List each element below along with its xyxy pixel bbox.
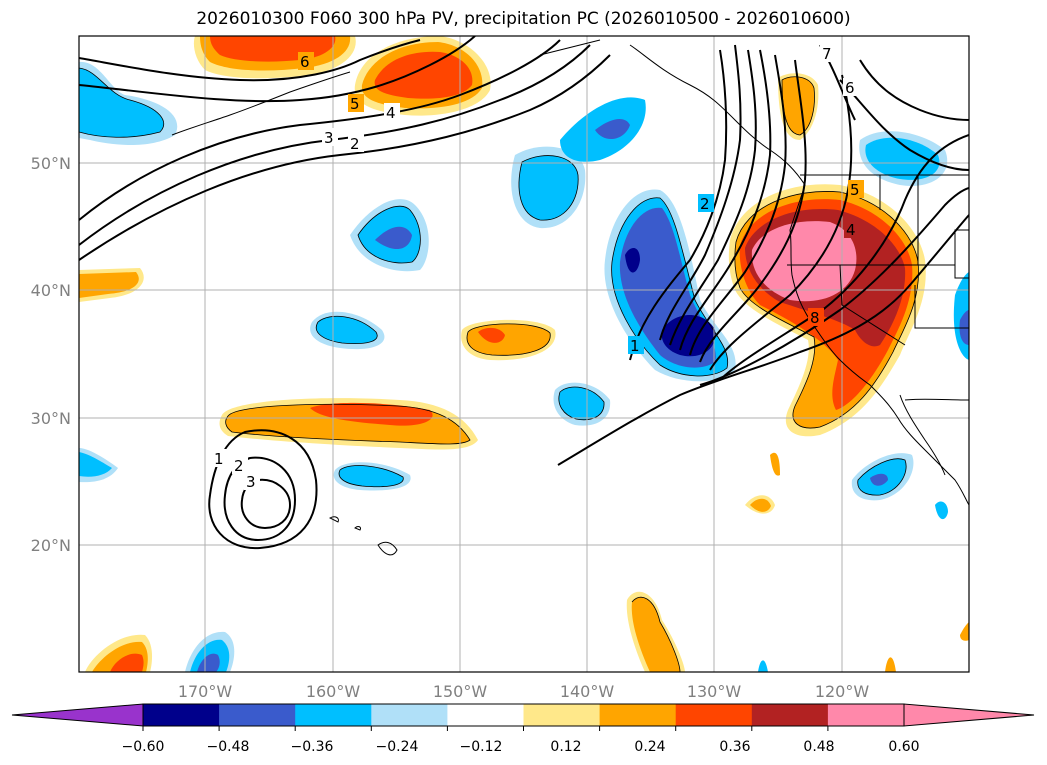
colorbar-bin <box>523 704 601 726</box>
colorbar: −0.60 −0.48 −0.36 −0.24 −0.12 0.12 0.24 … <box>11 703 1035 755</box>
positive-anomaly-regions <box>79 36 969 672</box>
contour-label: 1 <box>214 450 224 468</box>
colorbar-bin <box>827 704 905 726</box>
lon-tick-label: 160°W <box>306 682 361 701</box>
lat-axis-labels: 50°N 40°N 30°N 20°N <box>31 154 71 555</box>
colorbar-bin <box>599 704 677 726</box>
colorbar-tick-label: −0.24 <box>376 739 419 755</box>
map-title: 2026010300 F060 300 hPa PV, precipitatio… <box>196 9 851 29</box>
colorbar-tick-label: −0.60 <box>122 739 165 755</box>
colorbar-bin <box>447 704 524 726</box>
lon-tick-label: 130°W <box>687 682 742 701</box>
colorbar-tick-label: −0.48 <box>207 739 250 755</box>
colorbar-tick-label: −0.36 <box>291 739 334 755</box>
contour-label: 3 <box>246 473 256 491</box>
lon-axis-labels: 170°W 160°W 150°W 140°W 130°W 120°W <box>178 682 870 701</box>
contour-label: 4 <box>386 104 396 122</box>
plot-frame <box>78 35 970 673</box>
contour-label: 1 <box>630 337 640 355</box>
contour-label: 6 <box>845 79 855 97</box>
colorbar-tick-label: 0.36 <box>719 739 750 755</box>
contour-label: 2 <box>700 195 710 213</box>
colorbar-bin <box>295 704 372 726</box>
colorbar-bins <box>143 704 905 726</box>
contour-labels: 6 5 4 3 2 7 6 2 5 4 8 1 1 2 3 <box>212 44 864 491</box>
colorbar-bin <box>675 704 753 726</box>
colorbar-bin <box>751 704 829 726</box>
colorbar-ticks <box>142 726 829 731</box>
contour-label: 8 <box>810 309 820 327</box>
contour-label: 2 <box>234 457 244 475</box>
pv-contours <box>79 36 969 550</box>
colorbar-under-arrow <box>11 703 144 727</box>
colorbar-bin <box>143 704 220 726</box>
contour-label: 5 <box>850 181 860 199</box>
coastlines <box>171 39 969 556</box>
colorbar-tick-label: 0.48 <box>803 739 834 755</box>
lat-tick-label: 30°N <box>31 409 71 428</box>
contour-label: 2 <box>350 135 360 153</box>
map-plot-area <box>79 36 969 672</box>
contour-label: 5 <box>350 95 360 113</box>
colorbar-over-arrow <box>903 703 1035 727</box>
lon-tick-label: 120°W <box>815 682 870 701</box>
lat-tick-label: 50°N <box>31 154 71 173</box>
colorbar-tick-label: 0.24 <box>634 739 665 755</box>
colorbar-bin <box>219 704 296 726</box>
contour-label: 7 <box>822 45 832 63</box>
colorbar-bin <box>371 704 448 726</box>
colorbar-tick-label: −0.12 <box>460 739 503 755</box>
lon-tick-label: 140°W <box>560 682 615 701</box>
lon-tick-label: 170°W <box>178 682 233 701</box>
lat-tick-label: 20°N <box>31 536 71 555</box>
contour-label: 3 <box>324 129 334 147</box>
colorbar-tick-label: 0.12 <box>550 739 581 755</box>
contour-label: 4 <box>846 221 856 239</box>
lat-tick-label: 40°N <box>31 281 71 300</box>
contour-label: 6 <box>300 53 310 71</box>
colorbar-tick-label: 0.60 <box>888 739 919 755</box>
lon-tick-label: 150°W <box>433 682 488 701</box>
